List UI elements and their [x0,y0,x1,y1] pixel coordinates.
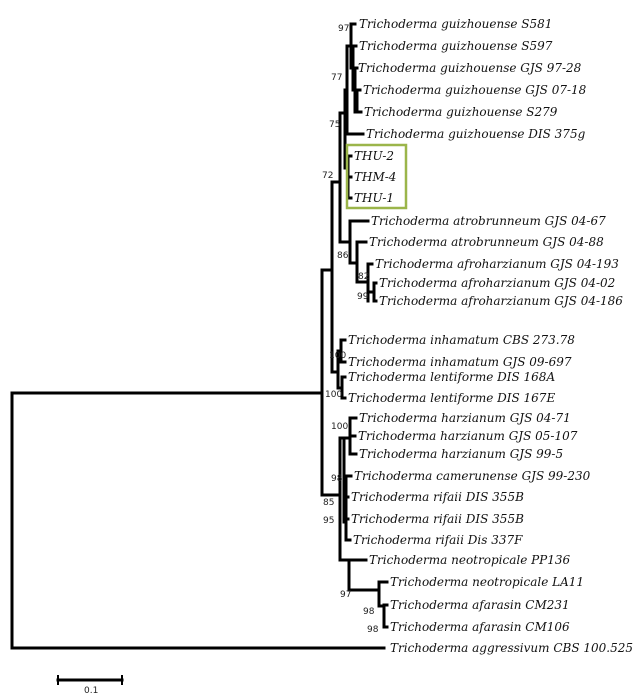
taxon-label: Trichoderma rifaii Dis 337F [353,533,523,547]
taxon-label: Trichoderma guizhouense DIS 375g [366,127,586,141]
taxon-label: THM-4 [354,170,396,184]
taxon-label: Trichoderma guizhouense S279 [364,105,558,119]
taxon-label: Trichoderma afroharzianum GJS 04-193 [375,257,619,271]
bootstrap-value: 72 [322,171,333,181]
bootstrap-value: 75 [329,120,340,130]
bootstrap-value: 99 [357,292,369,302]
bootstrap-value: 97 [338,24,349,34]
taxon-label: Trichoderma harzianum GJS 99-5 [359,447,563,461]
bootstrap-value: 100 [325,390,342,400]
taxon-label: Trichoderma neotropicale LA11 [390,575,584,589]
bootstrap-value: 98 [363,607,375,617]
scale-bar-label: 0.1 [84,686,98,696]
bootstrap-value: 77 [331,73,342,83]
bootstrap-value: 98 [367,625,379,635]
bootstrap-value: 86 [337,251,349,261]
taxon-label: Trichoderma lentiforme DIS 168A [348,370,555,384]
taxon-label: Trichoderma afarasin CM231 [390,598,570,612]
taxon-label: Trichoderma rifaii DIS 355B [351,490,524,504]
taxon-label: Trichoderma afroharzianum GJS 04-186 [379,294,623,308]
bootstrap-value: 95 [323,516,334,526]
bootstrap-value: 82 [358,272,369,282]
taxon-label: Trichoderma harzianum GJS 05-107 [358,429,578,443]
bootstrap-value: 100 [329,351,346,361]
taxon-label: Trichoderma atrobrunneum GJS 04-67 [371,214,606,228]
taxon-labels: Trichoderma guizhouense S581 Trichoderma… [348,17,633,655]
taxon-label: Trichoderma aggressivum CBS 100.525 [390,641,633,655]
highlight-box [345,143,408,210]
taxon-label: Trichoderma atrobrunneum GJS 04-88 [369,235,604,249]
scale-bar: 0.1 [56,675,124,696]
taxon-label: Trichoderma guizhouense GJS 07-18 [363,83,587,97]
bootstrap-value: 85 [323,498,334,508]
taxon-label: Trichoderma camerunense GJS 99-230 [354,469,591,483]
taxon-label: Trichoderma rifaii DIS 355B [351,512,524,526]
taxon-label: Trichoderma guizhouense S597 [359,39,553,53]
taxon-label: THU-1 [354,191,394,205]
taxon-label: Trichoderma harzianum GJS 04-71 [359,411,571,425]
taxon-label: Trichoderma afroharzianum GJS 04-02 [379,276,615,290]
taxon-label: Trichoderma afarasin CM106 [390,620,570,634]
bootstrap-values: 97 77 75 72 86 82 99 100 100 100 98 85 9… [322,24,379,635]
taxon-label: Trichoderma guizhouense S581 [359,17,552,31]
taxon-label: THU-2 [354,149,394,163]
taxon-label: Trichoderma guizhouense GJS 97-28 [358,61,582,75]
taxon-label: Trichoderma inhamatum GJS 09-697 [348,355,572,369]
bootstrap-value: 100 [331,422,348,432]
bootstrap-value: 97 [340,590,351,600]
taxon-label: Trichoderma lentiforme DIS 167E [348,391,555,405]
bootstrap-value: 98 [331,474,343,484]
taxon-label: Trichoderma neotropicale PP136 [369,553,571,567]
taxon-label: Trichoderma inhamatum CBS 273.78 [348,333,575,347]
